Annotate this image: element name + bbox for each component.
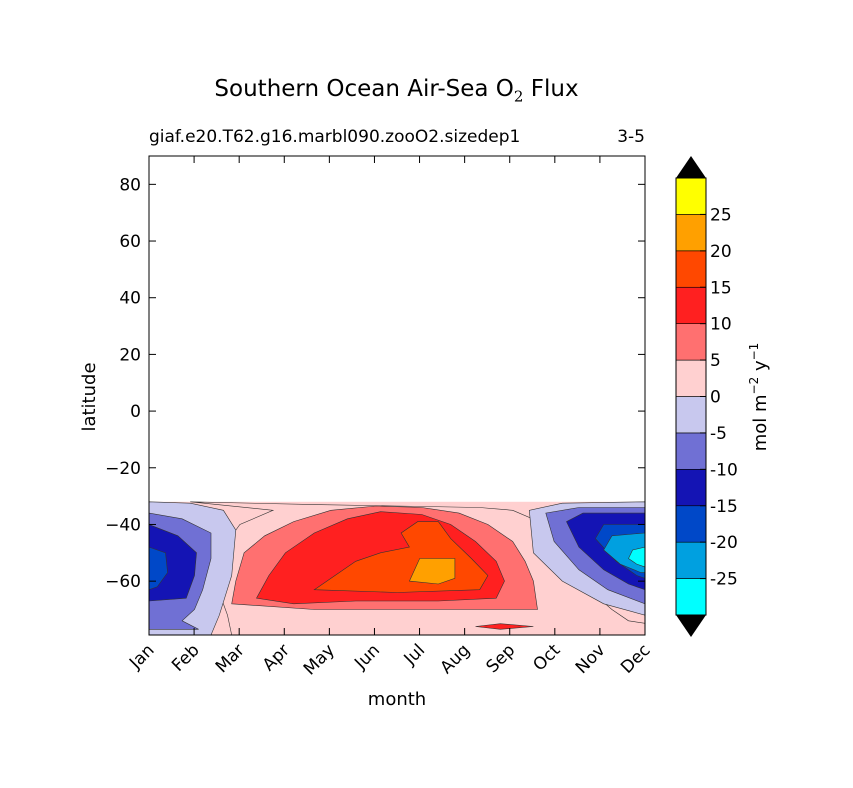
y-tick-label: 0 bbox=[130, 402, 141, 422]
colorbar-segment bbox=[675, 505, 707, 543]
x-tick-label: Nov bbox=[572, 640, 610, 678]
contour-band-12 bbox=[149, 546, 168, 591]
colorbar-tick-label: 20 bbox=[710, 242, 732, 262]
y-tick-label: 40 bbox=[119, 289, 141, 309]
colorbar-tick-label: -25 bbox=[710, 570, 738, 590]
y-tick-label: 60 bbox=[119, 232, 141, 252]
y-axis-label: latitude bbox=[79, 362, 100, 431]
x-tick-label: Apr bbox=[259, 640, 294, 675]
contour-bands bbox=[149, 501, 645, 635]
colorbar-tick-label: 25 bbox=[710, 205, 732, 225]
y-axis: 80 60 40 20 0 −20 −40 −60 bbox=[105, 175, 645, 592]
colorbar-segment bbox=[675, 250, 707, 288]
chart-subtitle-right: 3-5 bbox=[617, 127, 645, 147]
colorbar-segment bbox=[675, 286, 707, 324]
colorbar-segment bbox=[675, 469, 707, 507]
x-tick-label: Jun bbox=[350, 640, 384, 674]
x-tick-label: Sep bbox=[482, 640, 519, 677]
y-tick-label: −20 bbox=[105, 459, 141, 479]
x-tick-label: Oct bbox=[529, 640, 564, 675]
colorbar-extend-max bbox=[676, 156, 706, 178]
x-tick-label: Jul bbox=[400, 640, 429, 669]
colorbar-segment bbox=[675, 578, 707, 616]
colorbar-tick-label: 15 bbox=[710, 278, 732, 298]
colorbar-tick-label: -10 bbox=[710, 460, 738, 480]
x-tick-label: Aug bbox=[437, 640, 475, 678]
x-tick-label: Jan bbox=[125, 640, 158, 673]
colorbar-tick-label: -5 bbox=[710, 424, 727, 444]
contour-band-4 bbox=[408, 558, 456, 585]
x-tick-label: May bbox=[300, 640, 339, 679]
plot-frame bbox=[148, 155, 646, 636]
colorbar: -25 -20 -15 -10 -5 0 5 10 15 20 25 bbox=[675, 156, 738, 637]
x-tick-label: Dec bbox=[617, 640, 654, 677]
colorbar-tick-label: 0 bbox=[710, 388, 721, 408]
colorbar-segment bbox=[675, 432, 707, 470]
chart-title: Southern Ocean Air-Sea O2 Flux bbox=[214, 76, 579, 106]
x-tick-label: Mar bbox=[212, 640, 249, 677]
colorbar-segment bbox=[675, 177, 707, 215]
colorbar-extend-min bbox=[676, 615, 706, 637]
colorbar-segment bbox=[675, 323, 707, 361]
y-tick-label: 20 bbox=[119, 345, 141, 365]
colorbar-tick-label: 5 bbox=[710, 351, 721, 371]
y-tick-label: 80 bbox=[119, 175, 141, 195]
x-axis-label: month bbox=[368, 689, 426, 710]
colorbar-segment bbox=[675, 396, 707, 434]
y-tick-label: −60 bbox=[105, 572, 141, 592]
colorbar-segment bbox=[675, 541, 707, 579]
colorbar-segment bbox=[675, 214, 707, 252]
contour-band-5 bbox=[475, 623, 534, 630]
chart-subtitle-left: giaf.e20.T62.g16.marbl090.zooO2.sizedep1 bbox=[149, 127, 521, 147]
colorbar-segment bbox=[675, 359, 707, 397]
colorbar-label: mol m−2 y−1 bbox=[747, 343, 771, 452]
contour-band-15 bbox=[628, 546, 645, 568]
colorbar-tick-label: -15 bbox=[710, 497, 738, 517]
y-tick-label: −40 bbox=[105, 515, 141, 535]
chart-title-subscript: 2 bbox=[513, 87, 524, 106]
x-tick-label: Feb bbox=[168, 640, 203, 675]
colorbar-tick-label: -20 bbox=[710, 533, 738, 553]
colorbar-tick-label: 10 bbox=[710, 315, 732, 335]
